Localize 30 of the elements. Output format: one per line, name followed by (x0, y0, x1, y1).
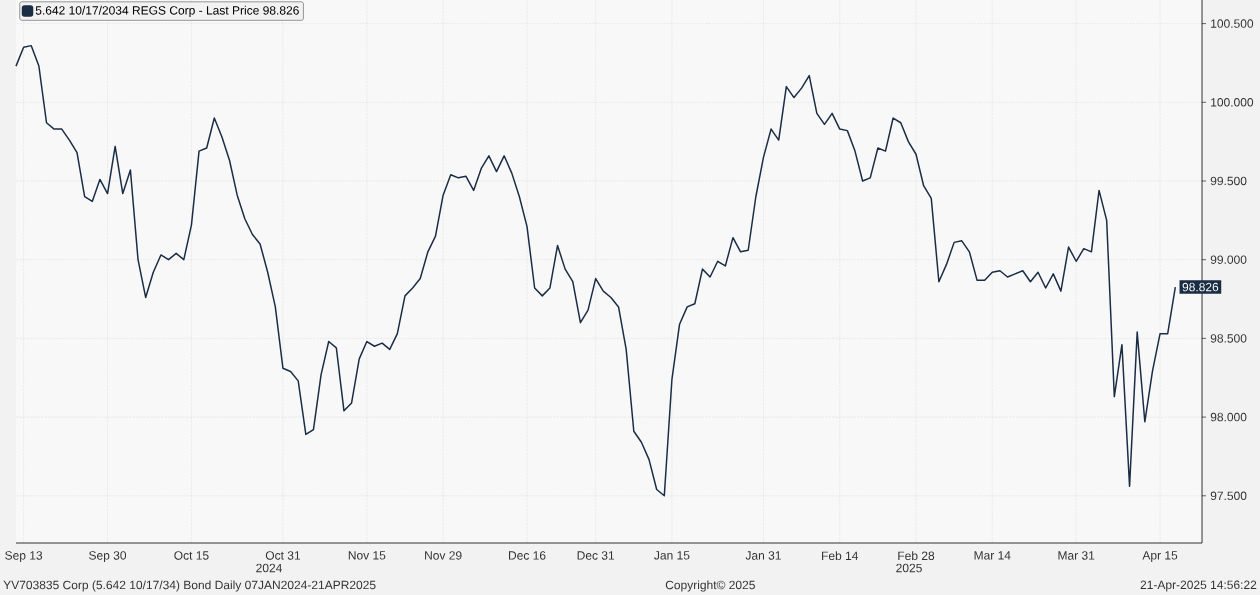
y-tick-label: 99.000 (1210, 255, 1247, 264)
x-tick-label: Oct 31 (265, 551, 301, 560)
y-tick-label: 100.500 (1211, 19, 1254, 28)
text: 2025 (896, 563, 922, 573)
x-tick-label: Feb 14 (822, 551, 859, 561)
y-tick-label: 98.500 (1210, 334, 1247, 343)
x-tick-label: Apr 15 (1142, 551, 1178, 562)
line-series (15, 44, 1177, 497)
y-tick-label: 100.000 (1211, 98, 1254, 107)
x-tick-label: Jan 15 (654, 551, 690, 560)
x-tick-label: Jan 31 (745, 551, 781, 560)
x-tick-label: Mar 14 (974, 551, 1011, 560)
y-tick-label: 97.500 (1210, 491, 1247, 501)
x-tick-label: Dec 31 (577, 551, 615, 560)
x-tick-label: Nov 29 (425, 551, 462, 560)
data-label: 98.826 (1182, 282, 1219, 292)
x-tick-label: Nov 15 (348, 551, 386, 560)
x-tick-label: Sep 30 (89, 551, 127, 563)
text: Copyright© 2025 (665, 580, 755, 592)
x-tick-label: Feb 28 (898, 551, 935, 561)
text: YV703835 Corp (5.642 10/17/34) Bond Daily 07JAN2024-21APR2025 (3, 580, 376, 592)
text: 21-Apr-2025 14:56:22 (1140, 580, 1257, 592)
legend-label: 5.642 10/17/2034 REGS Corp - Last Price 98.826 (35, 5, 299, 17)
x-tick-label: Dec 16 (508, 551, 546, 560)
x-tick-label: Oct 15 (174, 551, 209, 560)
y-tick-label: 99.500 (1210, 176, 1247, 186)
x-tick-label: Sep 13 (5, 551, 43, 563)
y-tick-label: 98.000 (1210, 412, 1247, 422)
x-tick-label: Mar 31 (1058, 551, 1095, 560)
text: 2024 (256, 563, 282, 573)
